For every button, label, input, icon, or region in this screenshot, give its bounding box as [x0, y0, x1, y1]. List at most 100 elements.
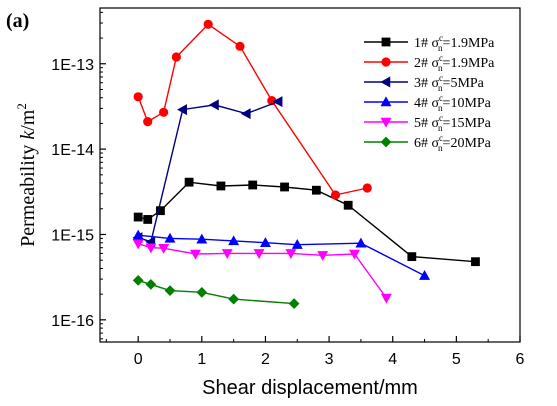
- legend-label-sub: n: [438, 123, 443, 133]
- legend-label-prefix: 2# σ: [414, 56, 440, 71]
- data-point-triangle-down: [349, 249, 361, 260]
- legend-label-suffix: =15MPa: [443, 116, 492, 131]
- x-tick-label: 1: [197, 351, 206, 368]
- data-point-triangle-left: [208, 99, 219, 111]
- x-tick-label: 6: [516, 351, 525, 368]
- legend-label: 5# σc n=15MPa: [414, 113, 492, 133]
- legend-label-sub: n: [438, 63, 443, 73]
- legend-label: 2# σc n=1.9MPa: [414, 53, 495, 73]
- legend-label-suffix: =10MPa: [443, 96, 492, 111]
- data-point-diamond: [164, 285, 176, 296]
- data-point-circle: [381, 57, 391, 67]
- data-point-triangle-up: [132, 229, 144, 240]
- legend-label-sup: c: [439, 133, 443, 143]
- data-point-triangle-up: [355, 237, 367, 248]
- data-point-triangle-down: [158, 243, 170, 254]
- y-tick-label: 1E-16: [51, 313, 94, 330]
- legend-label-prefix: 4# σ: [414, 96, 440, 111]
- y-axis-label-unit: /m: [17, 109, 39, 131]
- legend-entry: 6# σc n=20MPa: [364, 133, 492, 153]
- data-point-circle: [159, 107, 169, 117]
- data-point-triangle-left: [380, 76, 391, 88]
- series-line: [137, 23, 368, 196]
- data-point-diamond: [196, 286, 208, 298]
- axis-ticks: 0 1 2 3 4 5 6 1E-16 1E-15 1E-14 1E-13: [51, 11, 525, 368]
- legend-label-sub: n: [438, 103, 443, 113]
- series-2: [133, 19, 372, 200]
- data-point-square: [280, 182, 289, 192]
- legend-label-suffix: =1.9MPa: [443, 36, 496, 51]
- legend-label-suffix: =1.9MPa: [443, 56, 496, 71]
- legend-label-sub: n: [438, 143, 443, 153]
- data-point-triangle-left: [272, 96, 283, 108]
- legend-label-suffix: =5MPa: [443, 76, 485, 91]
- series-line: [138, 234, 425, 277]
- data-point-diamond: [288, 298, 300, 309]
- data-point-triangle-up: [291, 239, 303, 249]
- x-tick-label: 2: [261, 351, 270, 368]
- data-point-triangle-up: [419, 269, 431, 280]
- legend-label-sup: c: [439, 73, 443, 83]
- data-point-square: [248, 180, 258, 190]
- data-point-diamond: [228, 293, 240, 305]
- legend-label-sup: c: [439, 93, 443, 103]
- data-point-triangle-down: [317, 251, 329, 261]
- y-tick-label: 1E-13: [51, 57, 94, 74]
- data-point-diamond: [380, 136, 392, 148]
- series-1: [133, 177, 480, 267]
- legend-label-sub: n: [438, 83, 443, 93]
- data-point-circle: [330, 190, 341, 200]
- legend-entry: 1# σc n=1.9MPa: [364, 33, 495, 53]
- legend-label-suffix: =20MPa: [443, 136, 492, 151]
- y-axis-label-sup: 2: [14, 103, 29, 110]
- legend-entry: 5# σc n=15MPa: [364, 113, 492, 133]
- series-5: [132, 239, 392, 304]
- y-axis-label: Permeability k/m2: [14, 103, 39, 247]
- legend-label-prefix: 3# σ: [414, 76, 440, 91]
- data-point-square: [184, 177, 194, 187]
- y-axis-label-var: k: [17, 130, 39, 140]
- legend-entry: 3# σc n=5MPa: [364, 73, 485, 93]
- x-axis-label: Shear displacement/mm: [202, 377, 418, 399]
- data-point-square: [143, 215, 153, 224]
- data-point-triangle-down: [189, 249, 201, 260]
- legend-label-sup: c: [439, 53, 443, 63]
- series-line: [137, 279, 295, 305]
- data-point-square: [133, 212, 143, 222]
- legend-label-prefix: 6# σ: [414, 136, 440, 151]
- data-point-triangle-up: [196, 233, 208, 244]
- data-point-circle: [235, 41, 245, 51]
- data-point-triangle-up: [164, 232, 176, 243]
- data-point-square: [471, 257, 480, 267]
- data-point-triangle-down: [253, 249, 265, 260]
- series-line: [137, 100, 279, 243]
- series-layer: [132, 19, 480, 309]
- y-tick-label: 1E-14: [51, 142, 94, 159]
- legend-label-sup: c: [439, 113, 443, 123]
- data-point-triangle-left: [240, 108, 251, 120]
- data-point-triangle-down: [380, 117, 392, 128]
- data-point-triangle-down: [380, 293, 392, 304]
- legend-label-sup: c: [439, 33, 443, 43]
- data-point-diamond: [132, 275, 144, 286]
- legend-label-prefix: 5# σ: [414, 116, 440, 131]
- data-point-triangle-down: [221, 249, 233, 260]
- legend-label-prefix: 1# σ: [414, 36, 440, 51]
- y-axis-label-prefix: Permeability: [17, 140, 39, 247]
- y-tick-label: 1E-15: [51, 227, 94, 244]
- data-point-circle: [171, 52, 181, 62]
- panel-label: (a): [6, 10, 29, 32]
- x-tick-label: 3: [325, 351, 334, 368]
- legend-label-sub: n: [438, 43, 443, 53]
- x-tick-label: 5: [452, 351, 461, 368]
- data-point-triangle-up: [228, 235, 240, 246]
- legend-entry: 4# σc n=10MPa: [364, 93, 492, 113]
- data-point-square: [156, 206, 165, 216]
- data-point-square: [311, 185, 321, 195]
- data-point-triangle-up: [259, 237, 271, 247]
- series-6: [132, 275, 300, 309]
- data-point-square: [407, 252, 417, 262]
- data-point-square: [343, 200, 353, 210]
